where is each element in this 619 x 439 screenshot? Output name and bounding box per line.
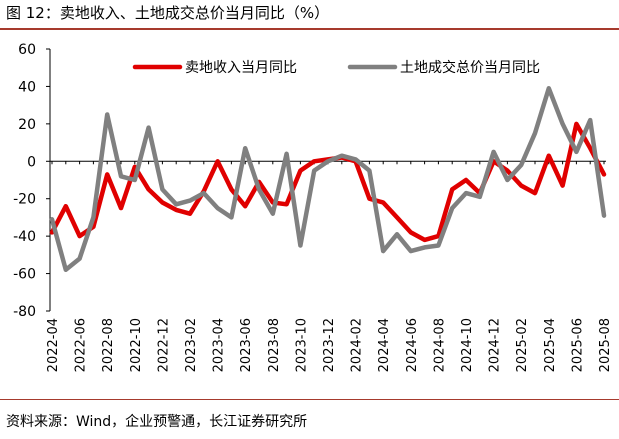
x-axis: 2022-04 2022-06 2022-08 2022-10 2022-12 2023-… [46,160,613,372]
y-tick-label: 60 [18,42,36,58]
y-tick-label: 20 [18,117,36,133]
x-tick-label: 2024-12 [488,318,503,372]
x-tick-label: 2025-06 [570,318,585,372]
x-tick-label: 2023-06 [239,318,254,372]
x-tick-label: 2022-12 [156,318,171,372]
x-tick-label: 2022-10 [129,318,144,372]
x-tick-label: 2023-10 [294,318,309,372]
source-divider [0,399,619,400]
source-note: 资料来源：Wind，企业预警通，长江证券研究所 [6,414,308,430]
x-tick-label: 2024-08 [432,318,447,372]
legend-label-1: 卖地收入当月同比 [185,60,297,76]
x-tick-label: 2023-04 [212,318,227,372]
y-tick-label: -40 [13,229,36,245]
x-tick-label: 2025-04 [543,318,558,372]
x-tick-label: 2023-12 [322,318,337,372]
x-tick-label: 2024-02 [350,318,365,372]
x-tick-label: 2024-04 [377,318,392,372]
y-tick-label: -80 [13,304,36,320]
x-tick-label: 2022-06 [74,318,89,372]
y-tick-label: 40 [18,79,36,95]
legend: 卖地收入当月同比 土地成交总价当月同比 [132,59,540,76]
figure-title: 图 12：卖地收入、土地成交总价当月同比（%） [6,4,330,22]
y-tick-label: -60 [13,267,36,283]
x-tick-label: 2025-08 [598,318,613,372]
x-tick-label: 2023-02 [184,318,199,372]
title-divider [0,28,619,30]
x-tick-label: 2025-02 [515,318,530,372]
series-lines [49,86,607,273]
legend-label-2: 土地成交总价当月同比 [400,59,540,76]
x-tick-label: 2022-04 [46,318,61,372]
x-tick-label: 2023-08 [267,318,282,372]
x-tick-label: 2024-10 [460,318,475,372]
y-tick-label: -20 [13,192,36,208]
y-tick-label: 0 [27,154,36,170]
series-line-2 [49,86,607,273]
x-tick-label: 2022-08 [101,318,116,372]
y-axis: -80 -60 -40 -20 0 20 40 60 [13,42,51,320]
x-tick-label: 2024-06 [405,318,420,372]
